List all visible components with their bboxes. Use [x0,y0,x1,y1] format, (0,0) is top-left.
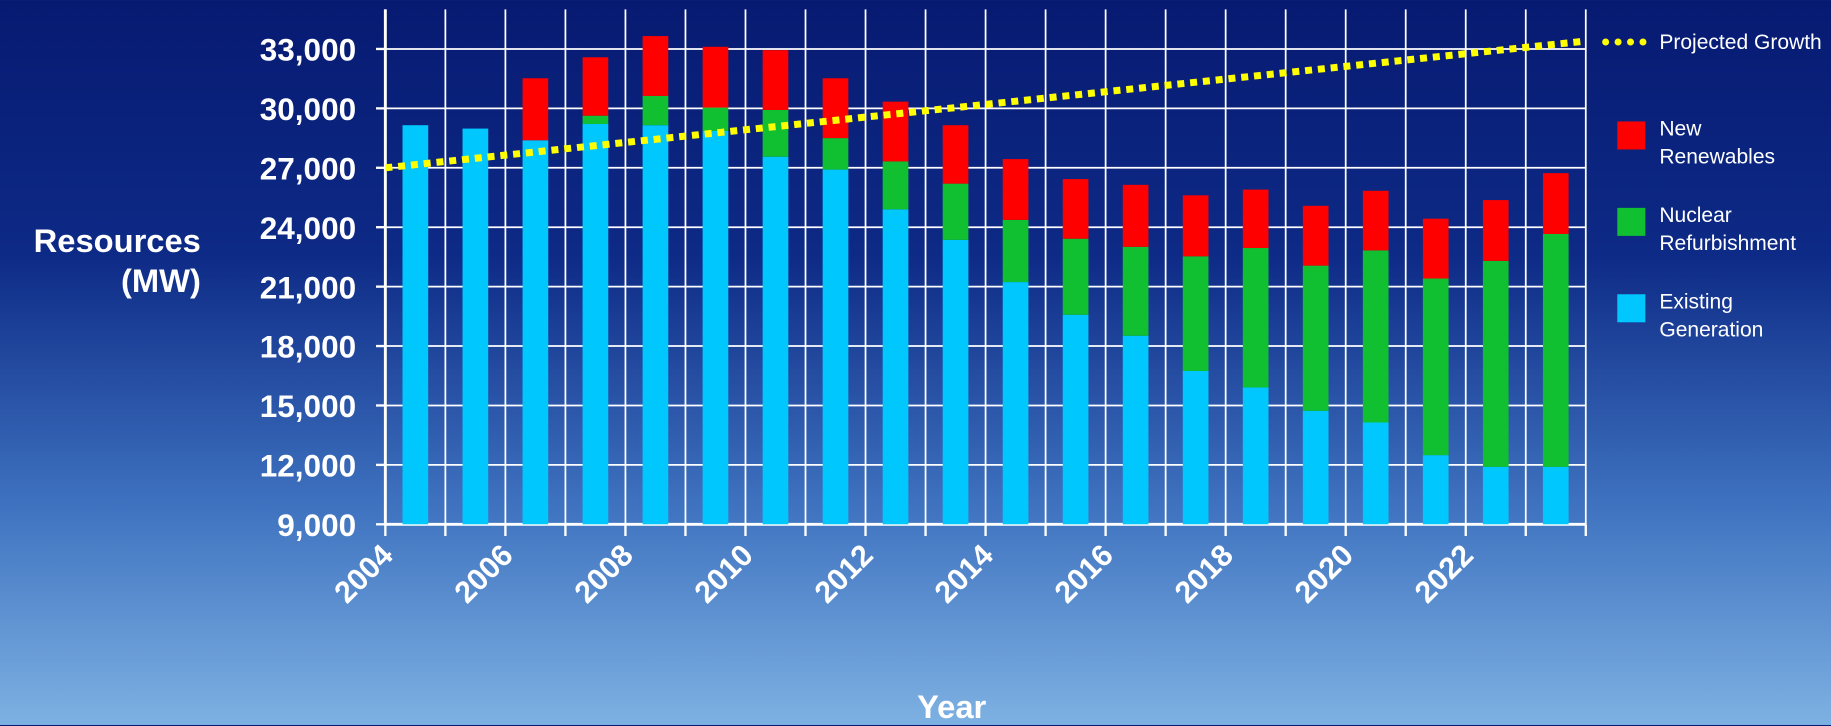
bar-segment [1002,282,1029,525]
bar-segment [1542,466,1569,525]
bar-segment [1122,246,1149,336]
bar-segment [1482,200,1509,261]
bar-segment [582,57,609,116]
bar-segment [522,78,549,141]
y-tick-label: 33,000 [260,32,356,68]
bar-segment [1062,314,1089,525]
legend-label: Existing Generation [1659,289,1764,341]
bar-segment [1542,173,1569,234]
bar-segment [1302,205,1329,266]
x-tick-label: 2004 [329,539,400,610]
x-tick-label: 2022 [1409,539,1480,610]
bar-segment [1122,335,1149,525]
bar-segment [1062,179,1089,239]
x-tick-label: 2012 [809,539,880,610]
y-tick-label: 24,000 [260,210,356,246]
bar-segment [822,78,849,139]
x-axis-label: Year [917,688,987,726]
bar-segment [1422,218,1449,279]
bar-segment [1002,219,1029,283]
bar-segment [642,95,669,126]
bar-segment [1182,195,1209,257]
bar-segment [1302,410,1329,525]
bar-segment [402,125,429,525]
y-axis-label: Resources (MW) [33,223,201,299]
bar-segment [1362,250,1389,423]
bar-segment [1362,422,1389,525]
legend-label: Projected Growth [1659,30,1822,54]
bar-segment [702,107,729,131]
legend-item: Projected Growth [1602,28,1824,114]
legend-swatch [1617,294,1646,323]
bar-segment [1362,190,1389,251]
legend-item: Nuclear Refurbishment [1602,201,1824,287]
bar-segment [882,161,909,210]
legend-label: New Renewables [1659,116,1776,169]
x-tick-label: 2016 [1049,539,1120,610]
x-tick-label: 2006 [449,539,520,610]
y-tick-label: 27,000 [260,150,356,186]
bar-segment [1122,184,1149,247]
bar-segment [882,101,909,162]
legend-swatch [1617,121,1646,150]
legend-item: New Renewables [1602,114,1824,200]
legend-swatch [1617,207,1646,236]
bar-segment [882,209,909,525]
bar-segment [762,156,789,525]
x-tick-label: 2020 [1289,539,1360,610]
x-tick-label: 2014 [929,539,1000,610]
bar-segment [762,50,789,110]
bar-segment [942,183,969,240]
bar-segment [702,46,729,108]
bar-segment [942,239,969,525]
bar-segment [582,124,609,525]
y-tick-label: 21,000 [260,269,356,305]
x-tick-label: 2008 [569,539,640,610]
bar-segment [1002,159,1029,220]
y-tick-label: 15,000 [260,388,356,424]
y-tick-label: 30,000 [260,91,356,127]
bar-segment [822,138,849,170]
legend-label: Nuclear Refurbishment [1659,203,1797,255]
bar-segment [462,128,489,525]
bar-segment [942,125,969,184]
x-tick-label: 2018 [1169,539,1240,610]
legend: Projected Growth New Renewables Nuclear Re… [1602,28,1824,374]
x-tick-label: 2010 [689,539,760,610]
bar-segment [1182,256,1209,372]
bar-segment [1062,238,1089,315]
bar-segment [1242,387,1269,525]
bar-segment [702,130,729,525]
projection-line [384,37,1587,172]
bar-segment [822,169,849,525]
y-tick-label: 9,000 [277,507,356,543]
bar-segment [762,109,789,157]
bar-segment [1242,248,1269,388]
bar-segment [1422,455,1449,525]
bar-segment [1182,371,1209,525]
bar-segment [582,115,609,125]
legend-item: Existing Generation [1602,287,1824,373]
y-tick-label: 12,000 [260,448,356,484]
bar-segment [1542,233,1569,467]
bar-segment [642,36,669,96]
bar-segment [1422,278,1449,456]
y-tick-label: 18,000 [260,329,356,365]
bar-segment [1482,260,1509,467]
bar-segment [1482,466,1509,525]
bar-segment [1302,265,1329,411]
legend-swatch [1602,38,1647,46]
bar-segment [522,140,549,525]
bar-segment [1242,189,1269,249]
bar-segment [642,125,669,525]
